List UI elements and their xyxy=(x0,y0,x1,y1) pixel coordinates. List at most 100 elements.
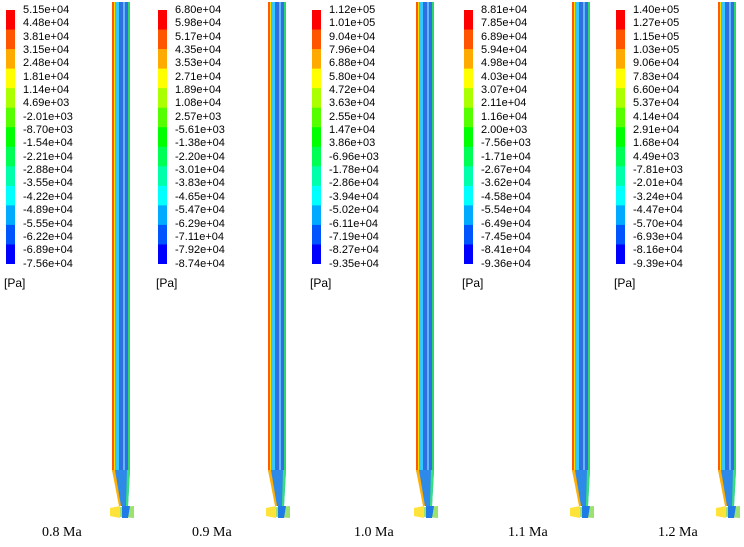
duct-outlet-hot xyxy=(716,506,726,518)
mach-caption: 1.2 Ma xyxy=(658,525,698,540)
colorbar-band xyxy=(6,49,15,70)
tick-label: 8.81e+04 xyxy=(481,4,528,16)
tick-label: 5.94e+04 xyxy=(481,44,528,57)
colorbar-band xyxy=(464,127,473,148)
tick-label: 3.86e+03 xyxy=(329,137,376,150)
duct-outlet-core xyxy=(122,506,130,518)
tick-label: -6.22e+04 xyxy=(23,230,73,243)
tick-label: -8.74e+04 xyxy=(175,257,225,270)
colorbar xyxy=(464,10,473,264)
pressure-contour-duct xyxy=(414,2,438,518)
colorbar-band xyxy=(6,244,15,264)
tick-label: 5.37e+04 xyxy=(633,97,680,110)
duct-converging-edge xyxy=(126,470,130,506)
tick-label: 1.14e+04 xyxy=(23,84,70,97)
colorbar-band xyxy=(464,205,473,226)
unit-label: [Pa] xyxy=(310,276,332,290)
tick-label: 4.35e+04 xyxy=(175,44,222,57)
colorbar-band xyxy=(158,166,167,187)
tick-label: 3.07e+04 xyxy=(481,84,528,97)
tick-label: -7.56e+03 xyxy=(481,137,531,150)
tick-label: -9.36e+04 xyxy=(481,257,531,270)
tick-label: 5.15e+04 xyxy=(23,4,70,16)
tick-label: 2.48e+04 xyxy=(23,57,70,70)
pressure-contour-duct xyxy=(570,2,594,518)
tick-label: -7.92e+04 xyxy=(175,244,225,257)
colorbar-band xyxy=(158,10,167,31)
tick-label: -5.47e+04 xyxy=(175,204,225,217)
colorbar-band xyxy=(158,107,167,128)
tick-label: -2.01e+04 xyxy=(633,177,683,190)
colorbar-band xyxy=(158,88,167,109)
colorbar-band xyxy=(6,107,15,128)
tick-label: -8.27e+04 xyxy=(329,244,379,257)
duct-right-wall xyxy=(284,2,286,470)
duct-converging-wall xyxy=(416,470,425,506)
duct-right-wall xyxy=(128,2,130,470)
colorbar-band xyxy=(312,244,321,264)
tick-label: 6.60e+04 xyxy=(633,84,680,97)
colorbar-band xyxy=(312,107,321,128)
tick-label: 1.27e+05 xyxy=(633,17,680,30)
pressure-contour-duct xyxy=(716,2,740,518)
tick-label: 2.91e+04 xyxy=(633,124,680,137)
tick-label: 4.48e+04 xyxy=(23,17,70,30)
colorbar-band xyxy=(312,68,321,89)
colorbar-band xyxy=(158,224,167,246)
unit-label: [Pa] xyxy=(4,276,26,290)
tick-label: 7.85e+04 xyxy=(481,17,528,30)
tick-label: 4.03e+04 xyxy=(481,70,528,83)
tick-label: -1.54e+04 xyxy=(23,137,73,150)
tick-label: 2.57e+03 xyxy=(175,110,222,123)
colorbar-band xyxy=(312,49,321,70)
colorbar-band xyxy=(464,166,473,187)
colorbar-band xyxy=(6,10,15,31)
duct-outlet-core xyxy=(278,506,286,518)
colorbar-band xyxy=(158,185,167,206)
tick-label: -2.01e+03 xyxy=(23,110,73,123)
colorbar-band xyxy=(616,49,625,70)
colorbar-band xyxy=(158,49,167,70)
colorbar-band xyxy=(464,49,473,70)
tick-label: 1.40e+05 xyxy=(633,4,680,16)
duct-left-gradient xyxy=(418,2,420,470)
tick-label: -8.41e+04 xyxy=(481,244,531,257)
tick-label: 4.49e+03 xyxy=(633,150,680,163)
tick-label: 4.98e+04 xyxy=(481,57,528,70)
tick-label: -6.29e+04 xyxy=(175,217,225,230)
tick-label: -4.22e+04 xyxy=(23,190,73,203)
colorbar-band xyxy=(616,107,625,128)
unit-label: [Pa] xyxy=(462,276,484,290)
colorbar-band xyxy=(312,10,321,31)
tick-label: 7.96e+04 xyxy=(329,44,376,57)
tick-label: -2.86e+04 xyxy=(329,177,379,190)
panel-1-2ma: 1.40e+05 1.27e+05 1.15e+05 1.03e+05 9.06… xyxy=(610,0,744,547)
duct-stripe-lightblue xyxy=(427,2,429,470)
duct-outlet-hot xyxy=(570,506,580,518)
tick-label: -5.70e+04 xyxy=(633,217,683,230)
tick-label: -3.83e+04 xyxy=(175,177,225,190)
panel-0-9ma: 6.80e+04 5.98e+04 5.17e+04 4.35e+04 3.53… xyxy=(152,0,301,547)
colorbar-band xyxy=(6,166,15,187)
colorbar-band xyxy=(464,224,473,246)
colorbar-band xyxy=(158,244,167,264)
tick-label: -3.62e+04 xyxy=(481,177,531,190)
tick-label: 1.16e+04 xyxy=(481,110,528,123)
tick-label: -1.71e+04 xyxy=(481,150,531,163)
tick-label: 4.69e+03 xyxy=(23,97,70,110)
colorbar-band xyxy=(464,185,473,206)
colorbar-band xyxy=(616,146,625,167)
mach-caption: 1.0 Ma xyxy=(354,525,394,540)
colorbar-band xyxy=(158,205,167,226)
duct-left-gradient xyxy=(574,2,576,470)
colorbar-tick-labels: 1.12e+05 1.01e+05 9.04e+04 7.96e+04 6.88… xyxy=(329,4,379,271)
colorbar-band xyxy=(464,107,473,128)
duct-left-gradient xyxy=(270,2,272,470)
colorbar-band xyxy=(616,10,625,31)
duct-stripe-lightblue xyxy=(583,2,585,470)
tick-label: -6.93e+04 xyxy=(633,230,683,243)
tick-label: -8.16e+04 xyxy=(633,244,683,257)
tick-label: 4.14e+04 xyxy=(633,110,680,123)
tick-label: -7.45e+04 xyxy=(481,230,531,243)
colorbar-band xyxy=(464,29,473,50)
